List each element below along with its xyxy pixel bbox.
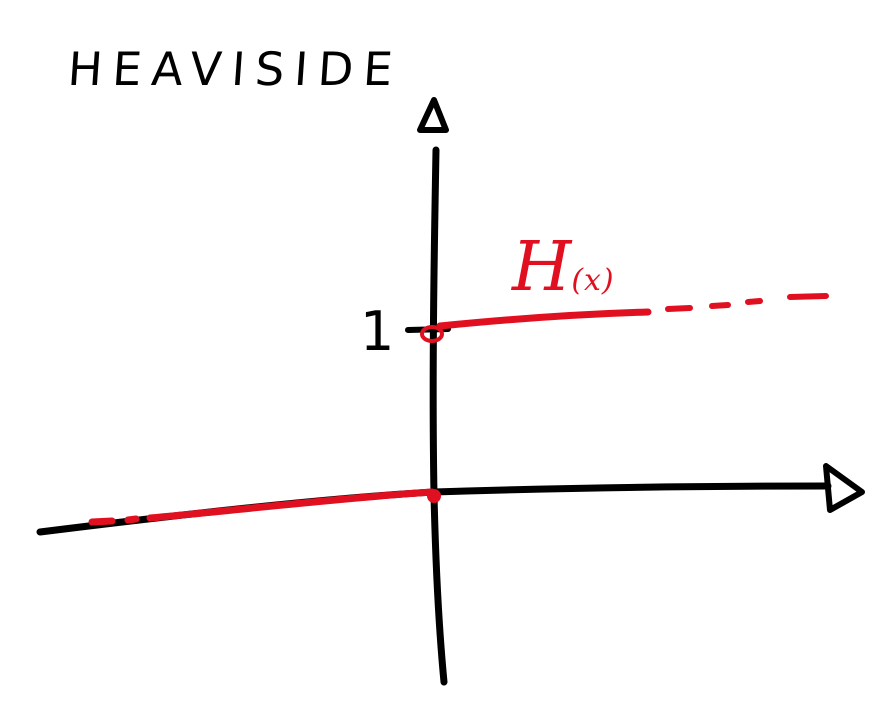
arrow-up-icon <box>417 97 449 133</box>
function-argument: (x) <box>571 263 615 298</box>
series-line-one-dashed <box>665 293 829 312</box>
function-name: H <box>512 228 572 307</box>
arrow-right-icon <box>823 463 865 513</box>
y-tick-label: 1 <box>360 300 395 363</box>
function-label: H(x) <box>512 228 615 307</box>
y-axis <box>429 146 448 686</box>
point-open-one <box>420 325 444 343</box>
series-line-zero <box>88 488 436 526</box>
series-line-one <box>436 308 652 330</box>
point-filled-origin <box>427 489 441 503</box>
diagram-title: HEAVISIDE <box>66 42 405 96</box>
